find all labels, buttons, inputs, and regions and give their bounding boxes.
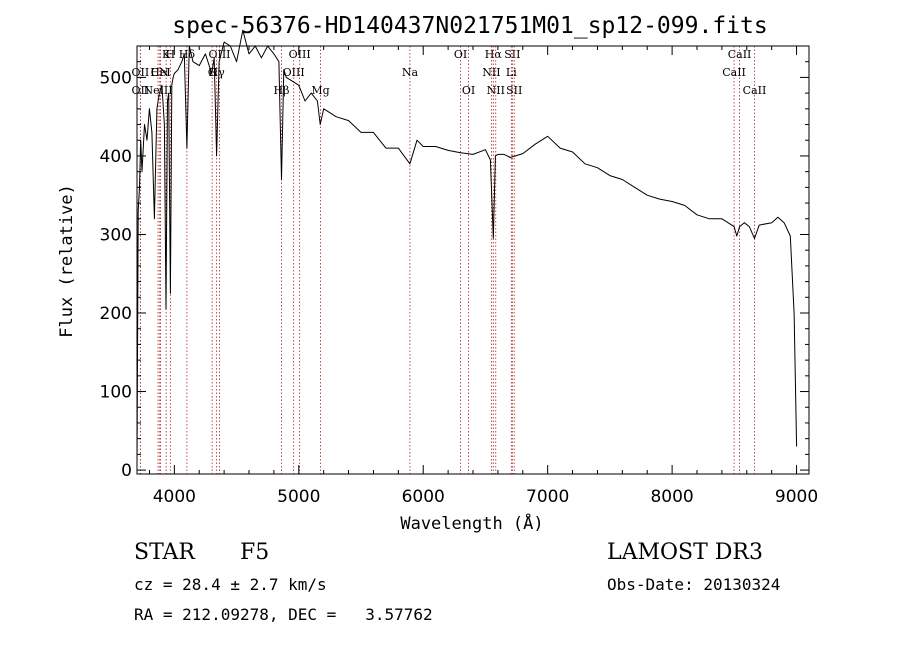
line-label: CaII: [743, 84, 767, 97]
axis-ticks: 4000 5000 6000 7000 8000 9000 0 100 200 300 400 500: [100, 46, 818, 507]
line-label: Li: [506, 66, 517, 79]
line-label: Hα: [485, 48, 503, 61]
plot-frame: [136, 45, 810, 475]
line-label: Hδ: [179, 48, 196, 61]
x-tick-label: 7000: [526, 487, 569, 507]
x-tick-label: 6000: [402, 487, 445, 507]
line-label: Na: [402, 66, 419, 79]
line-label: NeIII: [143, 84, 172, 97]
line-label: OII: [132, 66, 150, 79]
x-axis-label: Wavelength (Å): [400, 512, 543, 534]
line-label: HeI: [150, 66, 170, 79]
line-label: CaII: [722, 66, 746, 79]
line-label: CN: [151, 66, 169, 79]
coordinates: RA = 212.09278, DEC = 3.57762: [134, 605, 433, 624]
line-label: OII: [132, 84, 150, 97]
line-label: OI: [454, 48, 467, 61]
line-label: CaII: [728, 48, 752, 61]
object-class: STAR: [134, 540, 195, 565]
line-label: H: [166, 48, 176, 61]
line-label: SII: [504, 48, 520, 61]
line-label: OI: [462, 84, 475, 97]
x-tick-label: 8000: [650, 487, 693, 507]
line-label: OIII: [283, 66, 305, 79]
line-label: SII: [506, 84, 522, 97]
obs-date: Obs-Date: 20130324: [607, 575, 781, 594]
y-tick-label: 300: [100, 225, 132, 245]
line-label: OIII: [289, 48, 311, 61]
line-label: NII: [487, 84, 505, 97]
line-label: Mg: [311, 84, 329, 97]
spectrum-line: [136, 29, 798, 467]
y-tick-label: 400: [100, 147, 132, 167]
object-subclass: F5: [240, 540, 270, 565]
spectrum-series: [136, 29, 798, 467]
line-label: Hβ: [274, 84, 290, 97]
redshift-info: cz = 28.4 ± 2.7 km/s: [134, 575, 327, 594]
line-label: NII: [482, 66, 500, 79]
x-tick-label: 5000: [277, 487, 320, 507]
y-tick-label: 200: [100, 304, 132, 324]
y-tick-label: 0: [121, 461, 132, 481]
y-tick-label: 500: [100, 68, 132, 88]
x-tick-label: 9000: [775, 487, 818, 507]
chart-title: spec-56376-HD140437N021751M01_sp12-099.f…: [172, 13, 767, 39]
line-label: K: [162, 48, 171, 61]
survey-name: LAMOST DR3: [607, 540, 763, 565]
x-tick-label: 4000: [153, 487, 196, 507]
y-axis-label: Flux (relative): [57, 184, 77, 338]
y-tick-label: 100: [100, 383, 132, 403]
